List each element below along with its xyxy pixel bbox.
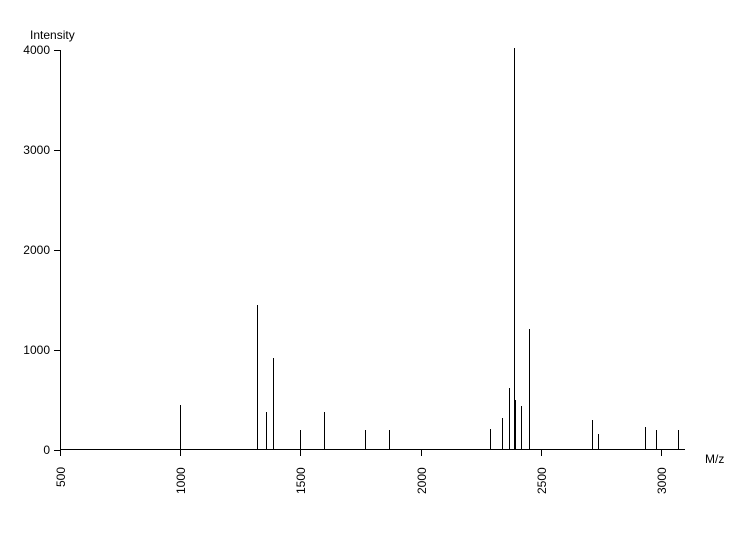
spectrum-peak <box>60 400 61 450</box>
spectrum-peak <box>266 412 267 450</box>
x-tick <box>300 450 301 456</box>
y-tick <box>54 150 60 151</box>
x-tick <box>661 450 662 456</box>
spectrum-peak <box>273 358 274 450</box>
y-axis-line <box>60 50 61 450</box>
spectrum-peak <box>324 412 325 450</box>
x-tick <box>421 450 422 456</box>
y-tick-label: 2000 <box>23 243 50 257</box>
spectrum-peak <box>514 48 515 450</box>
x-tick <box>541 450 542 456</box>
mass-spectrum-chart: Intensity M/z 0 1000 2000 3000 4000 500 1000 1… <box>0 0 750 540</box>
x-tick-label: 1500 <box>294 467 308 494</box>
y-tick <box>54 350 60 351</box>
spectrum-peak <box>521 406 522 450</box>
spectrum-peak <box>257 305 258 450</box>
y-tick-label: 4000 <box>23 43 50 57</box>
spectrum-peak <box>678 430 679 450</box>
spectrum-peak <box>656 430 657 450</box>
y-tick-label: 1000 <box>23 343 50 357</box>
y-axis-title: Intensity <box>30 28 75 42</box>
x-axis-title: M/z <box>705 452 724 466</box>
plot-area <box>60 50 685 450</box>
x-tick <box>180 450 181 456</box>
y-tick-label: 0 <box>43 443 50 457</box>
spectrum-peak <box>509 388 510 450</box>
spectrum-peak <box>365 430 366 450</box>
spectrum-peak <box>645 427 646 450</box>
spectrum-peak <box>502 418 503 450</box>
y-tick <box>54 50 60 51</box>
spectrum-peak <box>598 434 599 450</box>
spectrum-peak <box>180 405 181 450</box>
y-tick-label: 3000 <box>23 143 50 157</box>
x-tick-label: 500 <box>54 467 68 487</box>
spectrum-peak <box>515 400 516 450</box>
spectrum-peak <box>529 329 530 450</box>
x-tick-label: 2500 <box>535 467 549 494</box>
y-tick <box>54 250 60 251</box>
x-tick <box>60 450 61 456</box>
spectrum-peak <box>490 429 491 450</box>
spectrum-peak <box>389 430 390 450</box>
x-tick-label: 1000 <box>174 467 188 494</box>
spectrum-peak <box>300 430 301 450</box>
x-tick-label: 3000 <box>655 467 669 494</box>
x-tick-label: 2000 <box>415 467 429 494</box>
spectrum-peak <box>592 420 593 450</box>
